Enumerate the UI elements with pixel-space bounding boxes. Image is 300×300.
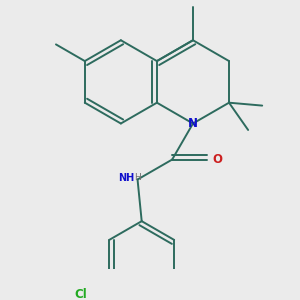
Text: N: N (188, 117, 198, 130)
Text: NH: NH (118, 173, 134, 183)
Text: Cl: Cl (74, 287, 87, 300)
Text: O: O (212, 153, 222, 166)
Text: H: H (134, 173, 141, 182)
